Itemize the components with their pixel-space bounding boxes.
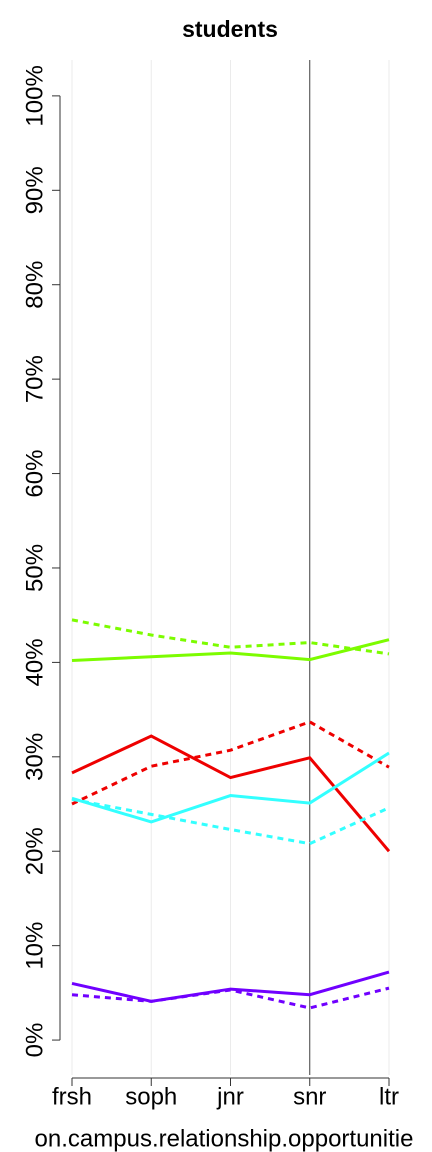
y-tick-label: 70%	[21, 355, 48, 403]
series-line	[71, 751, 390, 824]
y-tick-label: 20%	[21, 827, 48, 875]
y-tick-label: 100%	[21, 65, 48, 126]
series-line	[71, 734, 391, 853]
y-tick-label: 30%	[21, 733, 48, 781]
y-tick-label: 0%	[21, 1023, 48, 1058]
x-tick-label: jnr	[216, 1083, 244, 1110]
y-tick-label: 90%	[21, 166, 48, 214]
series-line	[71, 618, 390, 656]
y-tick-label: 40%	[21, 638, 48, 686]
x-tick-label: soph	[125, 1083, 177, 1110]
x-tick-label: frsh	[52, 1083, 92, 1110]
series-line	[71, 720, 390, 806]
x-axis-label: on.campus.relationship.opportunitie	[35, 1125, 414, 1152]
chart-title: students	[182, 16, 278, 42]
x-tick-label: ltr	[379, 1083, 399, 1110]
y-tick-label: 50%	[21, 544, 48, 592]
series-line	[71, 638, 390, 663]
x-tick-label: snr	[293, 1083, 326, 1110]
series-line	[71, 986, 390, 1010]
y-tick-label: 10%	[21, 922, 48, 970]
y-tick-label: 80%	[21, 261, 48, 309]
y-tick-label: 60%	[21, 450, 48, 498]
